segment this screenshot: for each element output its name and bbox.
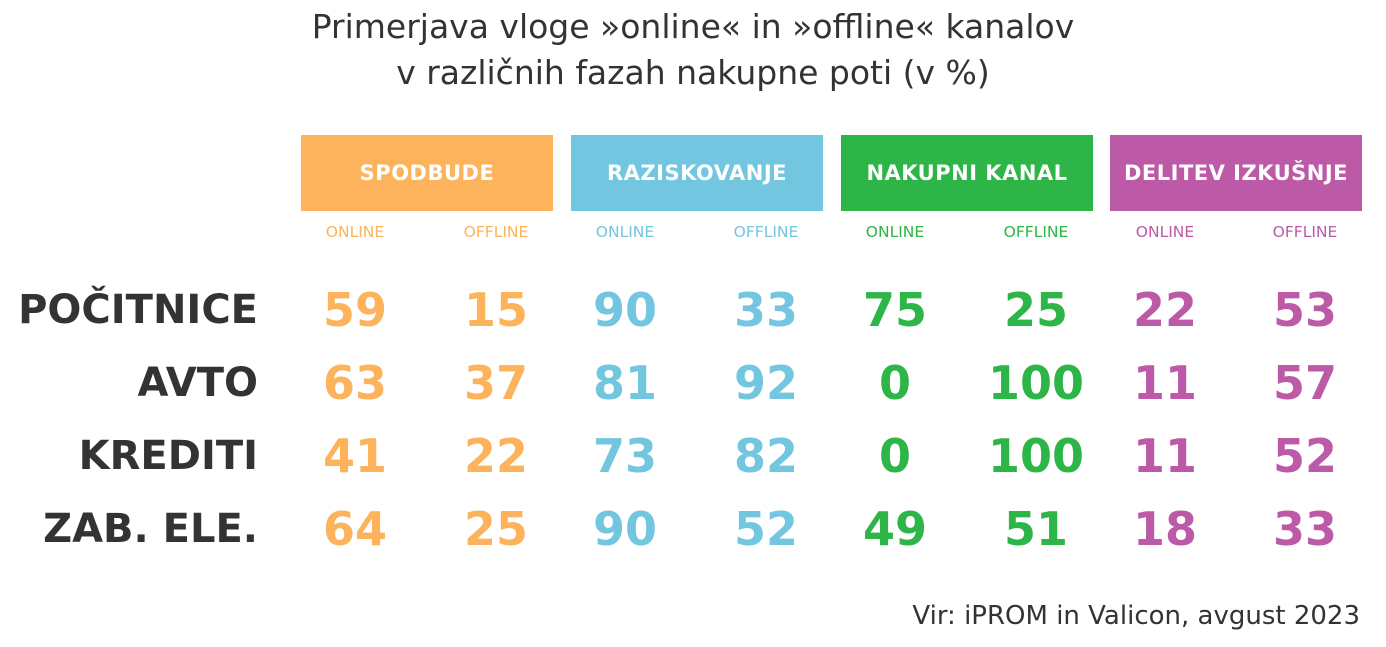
value-cell-krediti-spodbude-offline: 22 — [463, 429, 528, 483]
value-cell-zab-ele-delitev-izkusnje-online: 18 — [1132, 502, 1197, 556]
value-cell-zab-ele-raziskovanje-offline: 52 — [733, 502, 798, 556]
sub-label-nakupni-kanal-online: ONLINE — [865, 223, 925, 241]
value-cell-avto-delitev-izkusnje-online: 11 — [1132, 356, 1197, 410]
sub-label-spodbude-online: ONLINE — [325, 223, 385, 241]
value-cell-zab-ele-delitev-izkusnje-offline: 33 — [1272, 502, 1337, 556]
source-note: Vir: iPROM in Valicon, avgust 2023 — [912, 601, 1360, 631]
sub-label-raziskovanje-online: ONLINE — [595, 223, 655, 241]
value-cell-krediti-spodbude-online: 41 — [322, 429, 387, 483]
value-cell-krediti-raziskovanje-offline: 82 — [733, 429, 798, 483]
row-label-zab-ele: ZAB. ELE. — [43, 506, 258, 552]
value-cell-pocitnice-spodbude-online: 59 — [322, 283, 387, 337]
value-cell-krediti-delitev-izkusnje-online: 11 — [1132, 429, 1197, 483]
value-cell-avto-spodbude-offline: 37 — [463, 356, 528, 410]
value-cell-pocitnice-delitev-izkusnje-online: 22 — [1132, 283, 1197, 337]
value-cell-pocitnice-nakupni-kanal-online: 75 — [862, 283, 927, 337]
value-cell-pocitnice-raziskovanje-offline: 33 — [733, 283, 798, 337]
sub-label-raziskovanje-offline: OFFLINE — [733, 223, 799, 241]
value-cell-krediti-nakupni-kanal-online: 0 — [878, 429, 911, 483]
value-cell-avto-nakupni-kanal-online: 0 — [878, 356, 911, 410]
value-cell-pocitnice-raziskovanje-online: 90 — [592, 283, 657, 337]
value-cell-zab-ele-spodbude-offline: 25 — [463, 502, 528, 556]
value-cell-zab-ele-raziskovanje-online: 90 — [592, 502, 657, 556]
stage-header-nakupni-kanal: NAKUPNI KANAL — [841, 135, 1093, 211]
stage-header-spodbude: SPODBUDE — [301, 135, 553, 211]
row-label-krediti: KREDITI — [78, 433, 258, 479]
value-cell-avto-delitev-izkusnje-offline: 57 — [1272, 356, 1337, 410]
value-cell-krediti-raziskovanje-online: 73 — [592, 429, 657, 483]
sub-label-spodbude-offline: OFFLINE — [463, 223, 529, 241]
chart-title: Primerjava vloge »online« in »offline« k… — [0, 4, 1386, 96]
value-cell-pocitnice-nakupni-kanal-offline: 25 — [1003, 283, 1068, 337]
value-cell-avto-raziskovanje-online: 81 — [592, 356, 657, 410]
chart-title-line-1: Primerjava vloge »online« in »offline« k… — [311, 7, 1075, 46]
sub-label-delitev-izkusnje-offline: OFFLINE — [1272, 223, 1338, 241]
value-cell-zab-ele-nakupni-kanal-online: 49 — [862, 502, 927, 556]
value-cell-avto-raziskovanje-offline: 92 — [733, 356, 798, 410]
value-cell-pocitnice-spodbude-offline: 15 — [463, 283, 528, 337]
value-cell-zab-ele-nakupni-kanal-offline: 51 — [1003, 502, 1068, 556]
chart-title-line-2: v različnih fazah nakupne poti (v %) — [396, 53, 990, 92]
value-cell-avto-nakupni-kanal-offline: 100 — [987, 356, 1085, 410]
value-cell-krediti-delitev-izkusnje-offline: 52 — [1272, 429, 1337, 483]
value-cell-zab-ele-spodbude-online: 64 — [322, 502, 387, 556]
sub-label-nakupni-kanal-offline: OFFLINE — [1003, 223, 1069, 241]
value-cell-krediti-nakupni-kanal-offline: 100 — [987, 429, 1085, 483]
value-cell-avto-spodbude-online: 63 — [322, 356, 387, 410]
stage-header-raziskovanje: RAZISKOVANJE — [571, 135, 823, 211]
sub-label-delitev-izkusnje-online: ONLINE — [1135, 223, 1195, 241]
value-cell-pocitnice-delitev-izkusnje-offline: 53 — [1272, 283, 1337, 337]
row-label-avto: AVTO — [137, 360, 259, 406]
row-label-pocitnice: POČITNICE — [18, 287, 258, 333]
stage-header-delitev-izkusnje: DELITEV IZKUŠNJE — [1110, 135, 1362, 211]
